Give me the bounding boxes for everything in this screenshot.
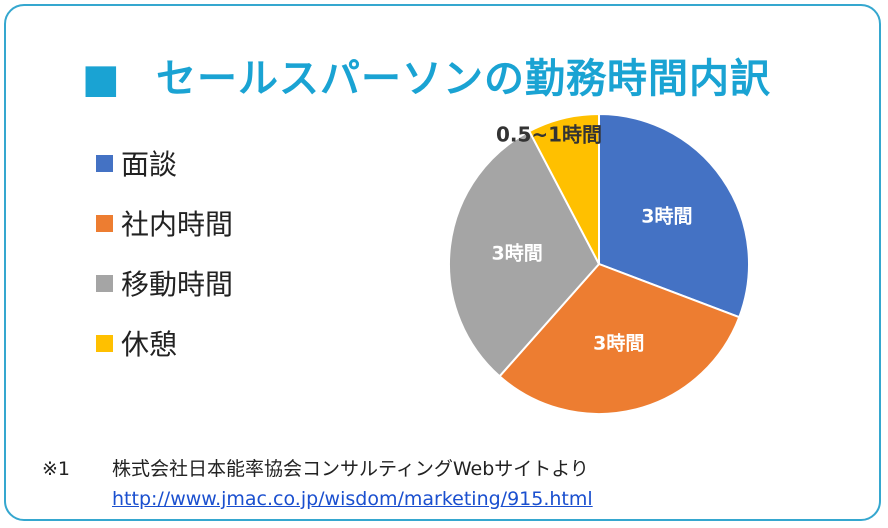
legend-item-office-time: 社内時間 <box>96 208 233 241</box>
legend-label: 移動時間 <box>121 268 234 301</box>
legend-label: 休憩 <box>121 328 178 361</box>
data-label-3: 3時間 <box>491 243 542 265</box>
pie-slice-1 <box>598 112 750 319</box>
note-mark: ※1 <box>42 458 71 480</box>
data-label-4: 0.5~1時間 <box>496 123 602 147</box>
pie-slice-4 <box>527 112 600 265</box>
chart-legend: 面談 社内時間 移動時間 休憩 <box>96 148 233 388</box>
title-text: セールスパーソンの勤務時間内訳 <box>156 56 771 102</box>
legend-swatch <box>96 274 113 292</box>
page-title: ■ セールスパーソンの勤務時間内訳 <box>82 46 771 104</box>
legend-label: 社内時間 <box>121 208 234 241</box>
pie-slice-3 <box>448 129 601 378</box>
legend-swatch <box>96 214 113 232</box>
data-label-1: 3時間 <box>641 206 692 228</box>
title-bullet: ■ <box>82 56 121 102</box>
info-card: ■ セールスパーソンの勤務時間内訳 面談 社内時間 移動時間 休憩 3時間 3時間 3… <box>4 4 881 521</box>
data-label-2: 3時間 <box>593 333 644 355</box>
legend-item-break: 休憩 <box>96 328 233 361</box>
source-note: ※1 株式会社日本能率協会コンサルティングWebサイトより <box>42 454 589 481</box>
legend-label: 面談 <box>121 148 178 181</box>
source-text: 株式会社日本能率協会コンサルティングWebサイトより <box>112 458 589 480</box>
pie-slice-2 <box>498 262 741 415</box>
legend-item-travel-time: 移動時間 <box>96 268 233 301</box>
legend-swatch <box>96 334 113 352</box>
source-link[interactable]: http://www.jmac.co.jp/wisdom/marketing/9… <box>112 488 593 510</box>
pie-chart: 3時間 3時間 3時間 0.5~1時間 <box>448 112 750 415</box>
legend-swatch <box>96 154 113 172</box>
legend-item-interview: 面談 <box>96 148 233 181</box>
